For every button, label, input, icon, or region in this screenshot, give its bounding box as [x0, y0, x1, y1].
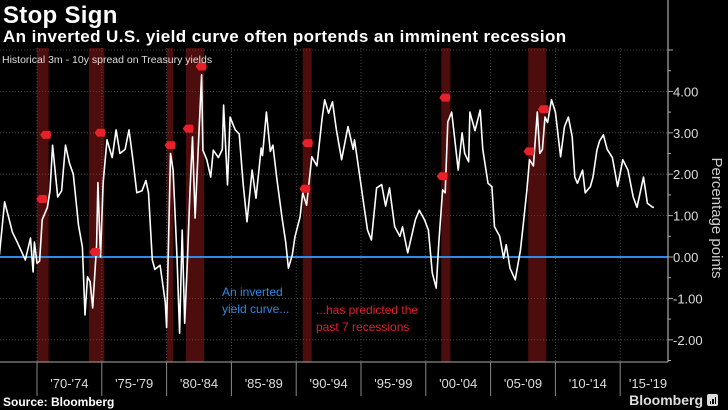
recession-marker — [299, 184, 311, 193]
recession-band — [528, 48, 547, 362]
recession-marker — [94, 128, 106, 137]
recession-marker — [301, 139, 313, 148]
y-tick-label: 4.00 — [673, 84, 698, 99]
recession-marker — [164, 141, 176, 150]
source-label: Source: Bloomberg — [3, 395, 115, 409]
recession-marker — [182, 124, 194, 133]
x-category-label: '90-'94 — [309, 376, 347, 391]
y-tick-label: 3.00 — [673, 126, 698, 141]
x-category-label: '85-'89 — [245, 376, 283, 391]
y-tick-label: 2.00 — [673, 167, 698, 182]
recession-marker — [36, 195, 48, 204]
bloomberg-logo-icon — [707, 394, 718, 406]
recession-marker — [439, 93, 451, 102]
y-tick-label: -1.00 — [673, 291, 703, 306]
recession-marker — [195, 62, 207, 71]
y-tick-label: 1.00 — [673, 209, 698, 224]
x-category-label: '15-'19 — [629, 376, 667, 391]
x-category-label: '80-'84 — [180, 376, 218, 391]
spread-line — [0, 74, 654, 334]
x-category-label: '75-'79 — [115, 376, 153, 391]
recession-marker — [40, 130, 52, 139]
annotation-predicted: ...has predicted the — [316, 303, 418, 317]
brand-name: Bloomberg — [629, 392, 703, 408]
recession-marker — [523, 147, 535, 156]
x-category-label: '00-'04 — [439, 376, 477, 391]
x-category-label: '95-'99 — [374, 376, 412, 391]
recession-marker — [537, 105, 549, 114]
chart-subtitle: An inverted U.S. yield curve often porte… — [3, 27, 567, 46]
recession-marker — [436, 172, 448, 181]
y-tick-label: -2.00 — [673, 333, 703, 348]
recession-band — [441, 48, 451, 362]
annotation-yield-curve: yield curve... — [222, 302, 289, 316]
y-axis-label: Percentage points — [708, 158, 725, 279]
y-tick-label: 0.00 — [673, 250, 698, 265]
chart-title: Stop Sign — [3, 2, 118, 29]
recession-band — [88, 48, 105, 362]
recession-band — [37, 48, 49, 362]
annotation-recessions: past 7 recessions — [316, 320, 409, 334]
x-category-label: '70-'74 — [50, 376, 88, 391]
annotation-inverted: An inverted — [222, 285, 283, 299]
x-category-label: '10-'14 — [569, 376, 607, 391]
recession-marker — [89, 248, 101, 257]
bloomberg-brand: Bloomberg — [629, 392, 718, 408]
chart-note: Historical 3m - 10y spread on Treasury y… — [2, 54, 213, 66]
x-category-label: '05-'09 — [504, 376, 542, 391]
